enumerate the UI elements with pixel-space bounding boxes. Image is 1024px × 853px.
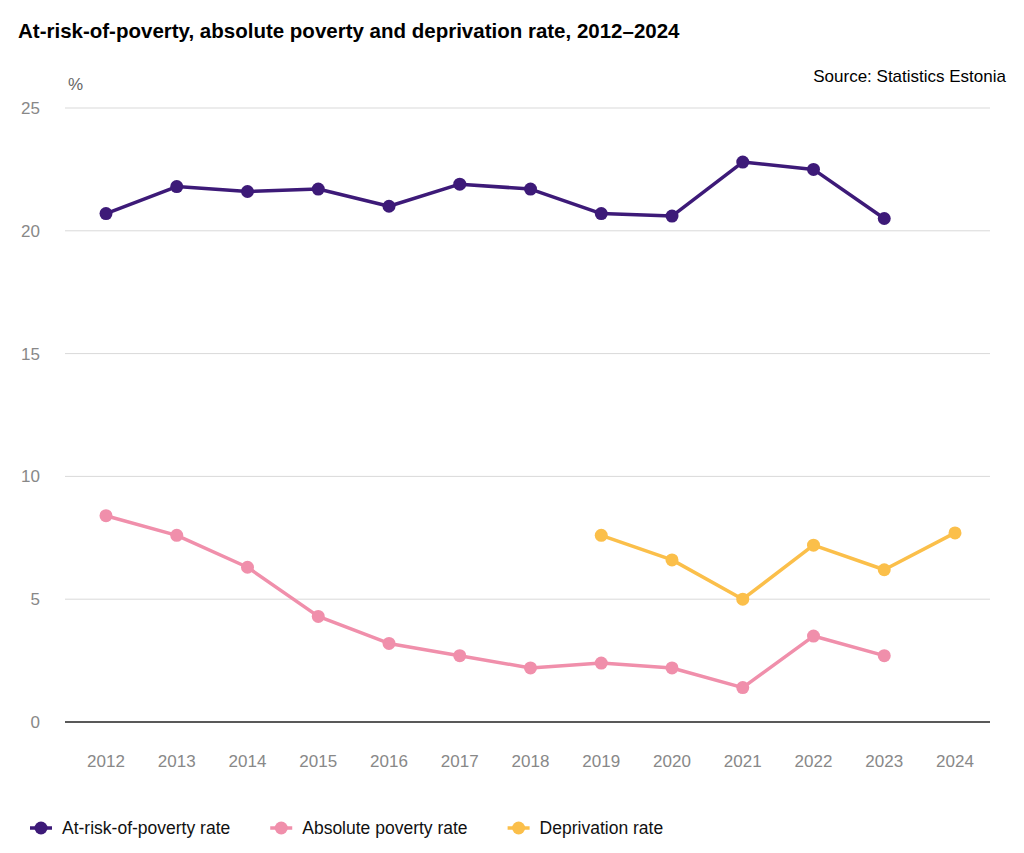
series-marker (878, 563, 891, 576)
y-tick-label: 0 (31, 713, 40, 732)
x-axis-line (65, 721, 990, 723)
grid-line (65, 230, 990, 231)
series-marker (807, 163, 820, 176)
series-marker (312, 183, 325, 196)
series-marker (595, 657, 608, 670)
series-marker (241, 185, 254, 198)
grid-line (65, 599, 990, 600)
grid (65, 108, 990, 722)
x-tick-label: 2012 (87, 752, 125, 771)
x-tick-label: 2024 (936, 752, 974, 771)
y-tick-label: 25 (21, 99, 40, 118)
legend-swatch-marker (35, 822, 48, 835)
x-tick-label: 2023 (865, 752, 903, 771)
series-marker (595, 207, 608, 220)
x-tick-label: 2017 (441, 752, 479, 771)
series-marker (666, 553, 679, 566)
x-tick-label: 2019 (582, 752, 620, 771)
x-tick-label: 2021 (724, 752, 762, 771)
legend: At-risk-of-poverty rate Absolute poverty … (30, 818, 663, 838)
series-marker (595, 529, 608, 542)
series-marker (807, 630, 820, 643)
x-tick-label: 2014 (229, 752, 267, 771)
marks (100, 156, 962, 695)
series-marker (878, 212, 891, 225)
series-marker (524, 661, 537, 674)
series-marker (170, 180, 183, 193)
x-tick-label: 2013 (158, 752, 196, 771)
grid-line (65, 108, 990, 109)
y-tick-label: 15 (21, 345, 40, 364)
series-marker (100, 207, 113, 220)
series-marker (170, 529, 183, 542)
series-line (106, 516, 884, 688)
series-marker (312, 610, 325, 623)
series-marker (241, 561, 254, 574)
y-axis-label: % (68, 75, 83, 94)
chart: At-risk-of-poverty, absolute poverty and… (0, 0, 1024, 853)
series-marker (453, 649, 466, 662)
legend-label: At-risk-of-poverty rate (62, 818, 230, 838)
source: Source: Statistics Estonia (813, 67, 1006, 86)
series-marker (453, 178, 466, 191)
grid-line (65, 476, 990, 477)
series-marker (807, 539, 820, 552)
series-marker (524, 183, 537, 196)
x-tick-label: 2015 (299, 752, 337, 771)
x-tick-label: 2016 (370, 752, 408, 771)
series-marker (666, 210, 679, 223)
x-tick-label: 2020 (653, 752, 691, 771)
legend-swatch-marker (275, 822, 288, 835)
legend-label: Absolute poverty rate (302, 818, 467, 838)
series-marker (666, 661, 679, 674)
legend-swatch-marker (512, 822, 525, 835)
series-marker (878, 649, 891, 662)
series-marker (100, 509, 113, 522)
title: At-risk-of-poverty, absolute poverty and… (18, 19, 680, 42)
series-marker (949, 526, 962, 539)
series-marker (736, 156, 749, 169)
grid-line (65, 353, 990, 354)
series-marker (736, 593, 749, 606)
y-tick-label: 20 (21, 222, 40, 241)
series-line (601, 533, 955, 599)
series-marker (383, 200, 396, 213)
series-marker (736, 681, 749, 694)
series-line (106, 162, 884, 218)
x-tick-label: 2018 (512, 752, 550, 771)
y-tick-label: 5 (31, 590, 40, 609)
x-tick-label: 2022 (795, 752, 833, 771)
legend-label: Deprivation rate (540, 818, 664, 838)
series-marker (383, 637, 396, 650)
y-tick-label: 10 (21, 467, 40, 486)
